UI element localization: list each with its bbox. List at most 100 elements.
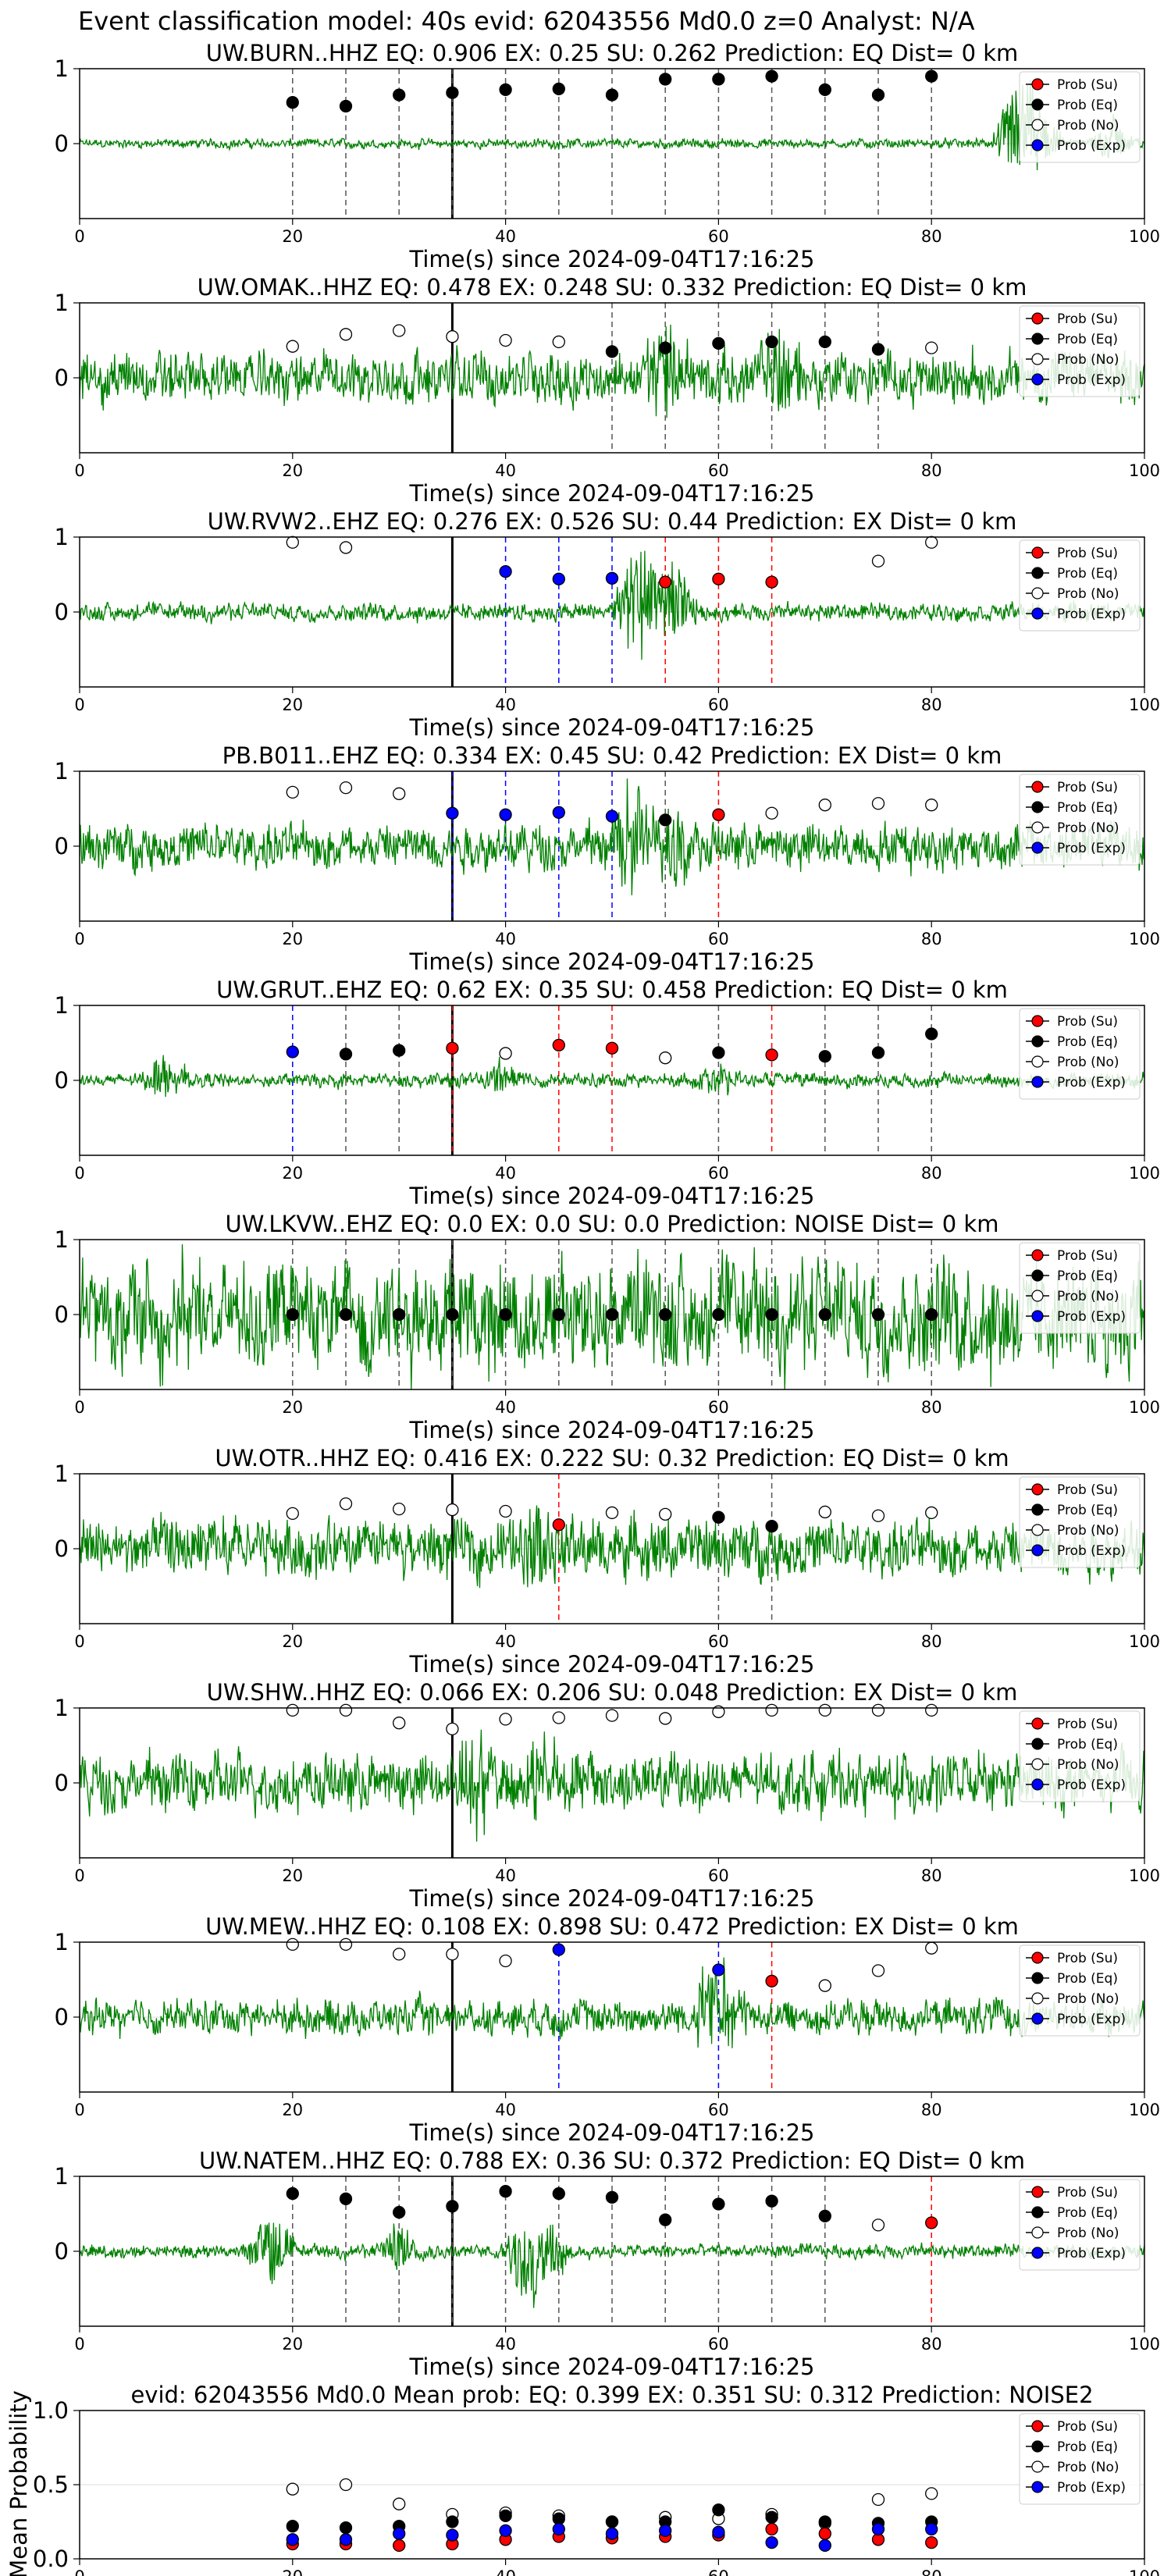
prob-marker-no	[446, 1948, 459, 1961]
seismic-trace	[80, 1505, 1144, 1589]
x-tick-label: 40	[495, 2101, 516, 2119]
prob-marker-eq	[925, 69, 938, 83]
x-axis-label: Time(s) since 2024-09-04T17:16:25	[409, 1183, 815, 1209]
legend-label-eq: Prob (Eq)	[1057, 2205, 1118, 2221]
x-tick-label: 100	[1129, 1398, 1160, 1417]
legend-label-eq: Prob (Eq)	[1057, 1737, 1118, 1752]
prob-marker-no	[659, 1051, 672, 1065]
seismic-trace	[80, 80, 1144, 171]
x-axis-label: Time(s) since 2024-09-04T17:16:25	[409, 2119, 815, 2146]
axes-frame	[79, 68, 1145, 219]
legend-marker-exp	[1031, 607, 1044, 620]
legend-label-exp: Prob (Exp)	[1057, 2246, 1126, 2261]
y-tick-label: 1	[55, 1226, 69, 1253]
prob-marker-exp	[499, 565, 512, 578]
legend-label-exp: Prob (Exp)	[1057, 1075, 1126, 1091]
legend-marker-no	[1031, 821, 1044, 834]
mean-marker-su	[765, 2522, 778, 2536]
x-tick-label: 0	[74, 2335, 84, 2354]
seismic-trace	[80, 778, 1144, 895]
legend-marker-no	[1031, 1758, 1044, 1770]
x-tick-label: 80	[921, 461, 942, 480]
axes-frame	[79, 2410, 1145, 2560]
x-tick-label: 60	[708, 2101, 729, 2119]
x-tick-label: 80	[921, 227, 942, 246]
seismic-trace	[80, 1729, 1144, 1842]
prob-marker-eq	[871, 1046, 885, 1059]
prob-marker-no	[605, 1506, 619, 1520]
prob-marker-su	[659, 575, 672, 589]
prob-marker-no	[818, 1979, 831, 1992]
x-tick-label: 0	[74, 1164, 84, 1183]
prob-marker-eq	[659, 1308, 672, 1322]
prob-marker-no	[339, 1703, 353, 1717]
x-tick-label: 40	[495, 1632, 516, 1651]
x-tick-label: 80	[921, 2101, 942, 2119]
legend-marker-eq	[1031, 1269, 1044, 1282]
chart-panel-5: UW.GRUT..EHZ EQ: 0.62 EX: 0.35 SU: 0.458…	[55, 977, 1161, 1209]
mean-marker-exp	[286, 2533, 299, 2546]
x-tick-label: 20	[282, 2335, 303, 2354]
legend-label-eq: Prob (Eq)	[1057, 2439, 1118, 2455]
prob-marker-no	[339, 1937, 353, 1952]
legend-marker-no	[1031, 119, 1044, 131]
legend-label-eq: Prob (Eq)	[1057, 1268, 1118, 1284]
legend-label-no: Prob (No)	[1057, 1991, 1119, 2007]
legend-marker-no	[1031, 1992, 1044, 2005]
legend-label-no: Prob (No)	[1057, 2460, 1119, 2475]
legend-label-exp: Prob (Exp)	[1057, 841, 1126, 856]
seismic-trace	[80, 324, 1144, 418]
mean-marker-no	[871, 2492, 885, 2507]
chart-panel-1: UW.BURN..HHZ EQ: 0.906 EX: 0.25 SU: 0.26…	[55, 40, 1161, 272]
prob-marker-no	[286, 1703, 299, 1717]
x-tick-label: 20	[282, 227, 303, 246]
x-tick-label: 60	[708, 227, 729, 246]
prob-marker-no	[286, 785, 299, 799]
legend-marker-eq	[1031, 567, 1044, 579]
prob-marker-eq	[765, 69, 778, 83]
axes-frame	[79, 1239, 1145, 1390]
prob-marker-eq	[286, 96, 299, 109]
prob-marker-no	[446, 1503, 459, 1517]
chart-title: UW.RVW2..EHZ EQ: 0.276 EX: 0.526 SU: 0.4…	[208, 508, 1017, 535]
legend-marker-su	[1031, 1717, 1044, 1730]
x-tick-label: 20	[282, 1164, 303, 1183]
legend-label-exp: Prob (Exp)	[1057, 1309, 1126, 1325]
prob-marker-eq	[552, 82, 565, 96]
x-tick-label: 80	[921, 1632, 942, 1651]
prob-marker-eq	[339, 2192, 353, 2205]
chart-title: UW.OMAK..HHZ EQ: 0.478 EX: 0.248 SU: 0.3…	[198, 274, 1027, 301]
prob-marker-no	[871, 1509, 885, 1522]
x-tick-label: 0	[74, 227, 84, 246]
chart-title: UW.NATEM..HHZ EQ: 0.788 EX: 0.36 SU: 0.3…	[199, 2147, 1025, 2174]
prob-marker-no	[339, 541, 353, 554]
x-tick-label: 60	[708, 2567, 729, 2576]
x-tick-label: 0	[74, 461, 84, 480]
mean-marker-exp	[818, 2539, 831, 2553]
chart-title: UW.MEW..HHZ EQ: 0.108 EX: 0.898 SU: 0.47…	[205, 1913, 1019, 1940]
prob-marker-exp	[286, 1045, 299, 1059]
prob-marker-no	[818, 799, 831, 812]
legend-label-no: Prob (No)	[1057, 118, 1119, 133]
prob-marker-no	[871, 1703, 885, 1717]
x-tick-label: 80	[921, 2567, 942, 2576]
x-tick-label: 40	[495, 461, 516, 480]
legend-marker-exp	[1031, 841, 1044, 854]
legend-label-no: Prob (No)	[1057, 586, 1119, 602]
legend-marker-eq	[1031, 1503, 1044, 1516]
x-axis-label: Time(s) since 2024-09-04T17:16:25	[409, 714, 815, 741]
x-tick-label: 100	[1129, 2101, 1160, 2119]
legend-label-eq: Prob (Eq)	[1057, 1971, 1118, 1987]
prob-marker-eq	[818, 83, 831, 97]
legend-label-su: Prob (Su)	[1057, 1248, 1118, 1264]
legend-label-no: Prob (No)	[1057, 1757, 1119, 1773]
legend-label-no: Prob (No)	[1057, 1289, 1119, 1304]
seismic-trace	[80, 2222, 1144, 2308]
legend-label-exp: Prob (Exp)	[1057, 1543, 1126, 1559]
chart-panel-3: UW.RVW2..EHZ EQ: 0.276 EX: 0.526 SU: 0.4…	[55, 508, 1161, 741]
mean-marker-no	[925, 2487, 938, 2500]
prob-marker-eq	[871, 343, 885, 356]
prob-marker-su	[712, 572, 725, 585]
legend-marker-exp	[1031, 373, 1044, 386]
prob-marker-eq	[286, 1308, 299, 1322]
